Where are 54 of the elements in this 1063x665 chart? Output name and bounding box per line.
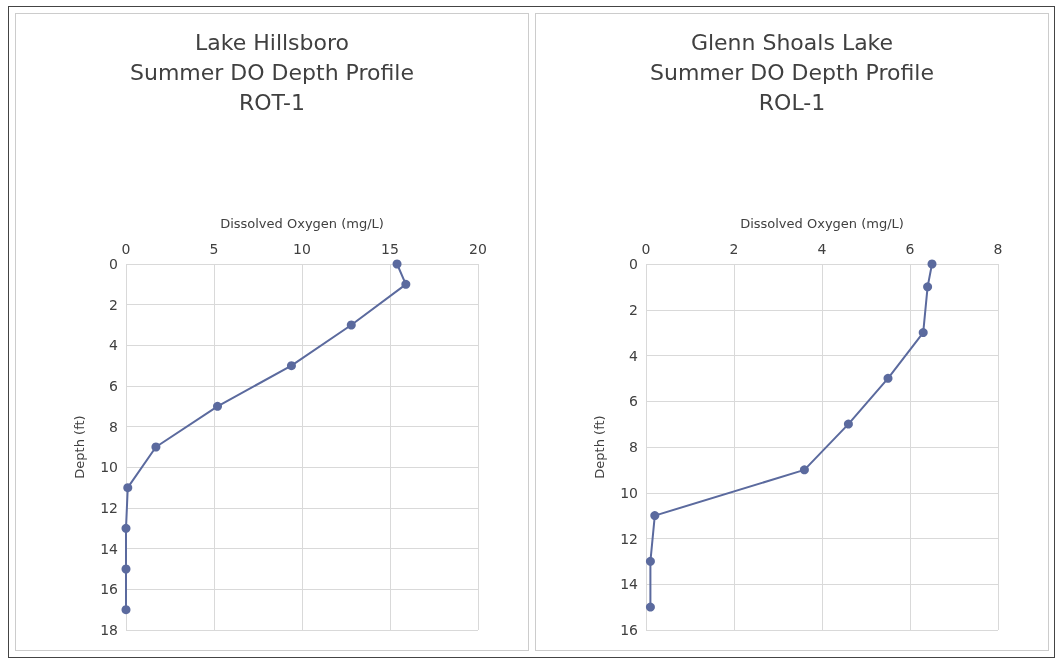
x-axis-title: Dissolved Oxygen (mg/L) <box>740 216 904 231</box>
point <box>121 523 131 533</box>
x-axis-title: Dissolved Oxygen (mg/L) <box>220 216 384 231</box>
point <box>392 259 402 269</box>
y-tick-label: 14 <box>100 540 119 557</box>
y-tick-label: 6 <box>629 393 639 410</box>
point <box>346 320 356 330</box>
point <box>123 483 133 493</box>
y-tick-label: 10 <box>100 459 118 476</box>
y-tick-label: 12 <box>620 530 638 547</box>
x-tick-label: 8 <box>993 241 1003 257</box>
point <box>918 328 928 338</box>
y-tick-label: 2 <box>629 301 638 318</box>
x-tick-label: 6 <box>905 241 915 257</box>
y-tick-label: 16 <box>620 622 639 638</box>
x-tick-label: 5 <box>209 241 219 257</box>
point <box>645 602 655 612</box>
point <box>121 564 131 574</box>
point <box>883 373 893 383</box>
point <box>923 282 933 292</box>
chart-title: Lake Hillsboro Summer DO Depth Profile ROT-1 <box>129 29 415 115</box>
y-tick-label: 0 <box>109 256 118 272</box>
x-tick-label: 0 <box>121 241 131 257</box>
point <box>645 556 655 566</box>
point <box>121 605 131 615</box>
y-tick-label: 8 <box>629 439 638 455</box>
chart-title: Glenn Shoals Lake Summer DO Depth Profile ROL-1 <box>649 29 935 115</box>
y-tick-label: 2 <box>109 296 118 313</box>
point <box>213 401 223 411</box>
x-tick-label: 10 <box>293 241 311 257</box>
x-tick-label: 2 <box>729 241 739 257</box>
y-tick-label: 4 <box>629 347 639 364</box>
y-tick-label: 6 <box>109 378 119 394</box>
y-tick-label: 8 <box>109 418 118 435</box>
point <box>650 511 660 521</box>
y-tick-label: 0 <box>629 256 638 272</box>
point <box>286 361 296 371</box>
y-tick-label: 10 <box>620 484 638 501</box>
y-axis-title: Depth (ft) <box>592 415 607 479</box>
y-tick-label: 18 <box>100 622 118 638</box>
point <box>927 259 937 269</box>
x-tick-label: 0 <box>641 241 651 257</box>
point <box>843 419 853 429</box>
y-tick-label: 4 <box>109 337 119 354</box>
x-tick-label: 4 <box>817 241 827 257</box>
x-tick-label: 15 <box>381 241 399 257</box>
y-tick-label: 12 <box>100 500 118 516</box>
y-tick-label: 16 <box>100 581 119 598</box>
y-axis-title: Depth (ft) <box>72 415 87 479</box>
x-tick-label: 20 <box>469 241 487 257</box>
point <box>151 442 161 452</box>
point <box>799 465 809 475</box>
y-tick-label: 14 <box>620 576 639 593</box>
point <box>401 279 411 289</box>
